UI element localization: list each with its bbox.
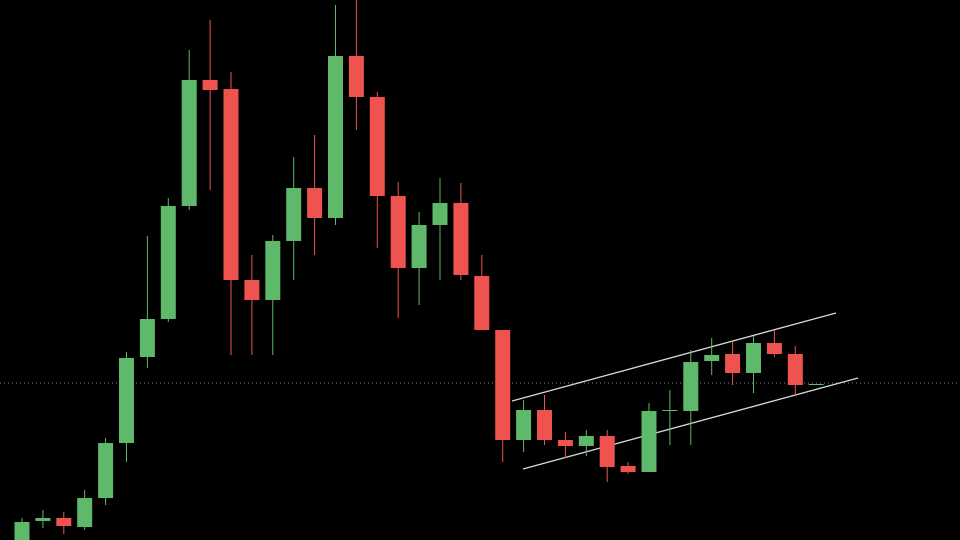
candle-body [453,203,469,275]
candle-body [56,518,72,526]
candle-body [181,80,197,206]
candle-body [14,522,30,540]
candle-body [202,80,218,90]
candle-body [369,97,385,196]
candle-body [557,440,573,446]
candle-body [160,206,176,319]
candle-body [599,436,615,467]
candle-body [641,411,657,472]
candle-body [265,241,281,300]
candle-body [119,358,134,443]
candle-body [348,56,364,97]
candle-body [746,343,761,373]
candle-body [516,410,532,440]
candle-body [35,518,51,521]
candle-body [725,354,741,373]
candle-body [390,196,406,268]
candle-body [328,56,343,218]
candle-body [495,330,511,440]
candle-body [244,280,260,300]
candle-body [223,89,239,280]
trend-line-upper [511,312,837,402]
candle-body [787,354,803,385]
candle-body [411,225,427,268]
candle-body [98,443,114,498]
candle-body [620,466,636,472]
candle-body [662,410,678,411]
candle-body [683,362,699,411]
candle-body [808,384,824,385]
candle-body [537,410,552,440]
candle-body [766,343,782,354]
candle-body [704,355,720,361]
candle-body [139,319,155,357]
candle-body [474,276,490,330]
candle-body [432,203,448,225]
candle-body [578,436,594,446]
candle-body [307,188,323,218]
candle-body [77,498,93,527]
candle-body [286,188,302,241]
